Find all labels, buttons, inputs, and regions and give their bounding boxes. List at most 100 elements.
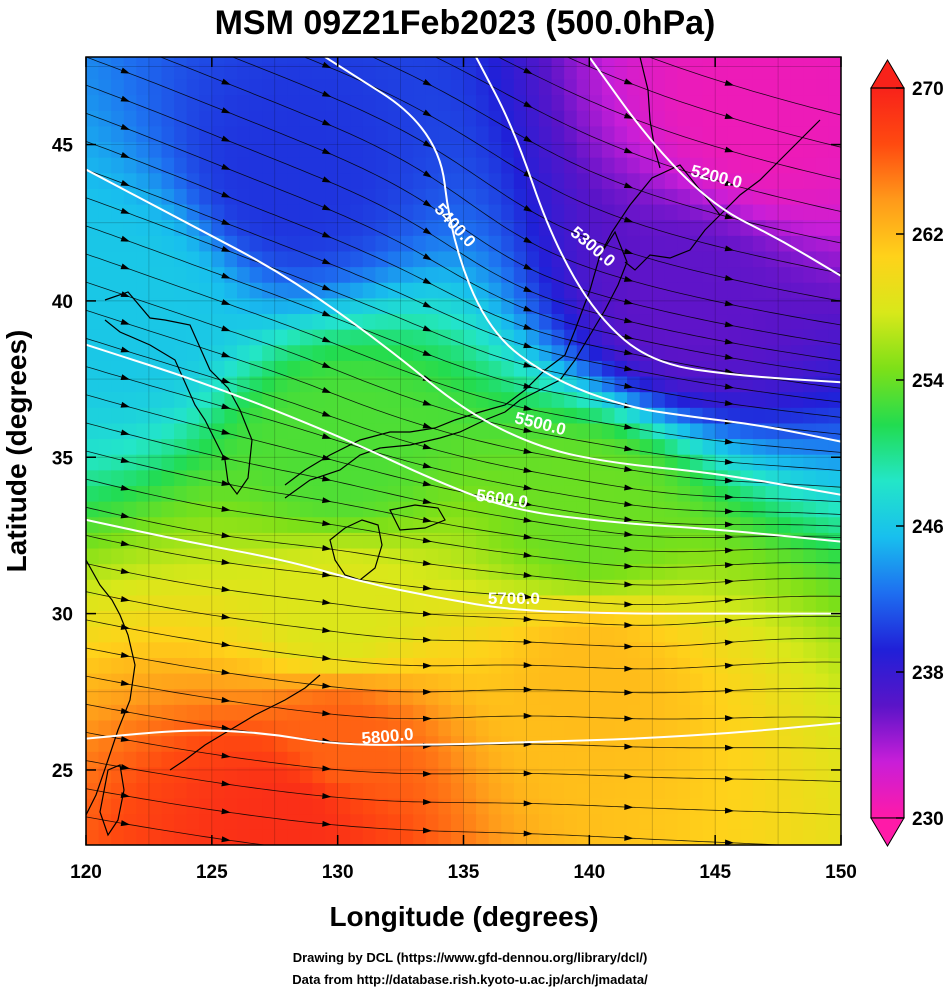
field-cell (526, 719, 540, 737)
field-cell (815, 563, 830, 580)
field-cell (790, 657, 804, 674)
field-cell (539, 532, 553, 549)
field-cell (589, 157, 603, 174)
field-cell (790, 673, 804, 690)
field-cell (123, 282, 137, 299)
wind-arrowhead (321, 258, 332, 265)
field-cell (463, 360, 477, 377)
field-cell (765, 57, 779, 64)
wind-arrowhead (422, 480, 433, 487)
wind-arrowhead (422, 422, 433, 429)
wind-arrowhead (221, 505, 231, 512)
field-cell (627, 266, 641, 283)
field-cell (803, 110, 817, 127)
field-cell (375, 407, 389, 424)
field-cell (526, 141, 540, 158)
field-cell (564, 688, 578, 705)
wind-arrowhead (623, 78, 634, 85)
field-cell (161, 94, 175, 111)
field-cell (161, 469, 175, 486)
field-cell (224, 172, 238, 189)
field-cell (375, 813, 389, 830)
field-cell (463, 751, 477, 768)
field-cell (639, 375, 653, 393)
field-cell (790, 704, 804, 721)
field-cell (450, 391, 465, 408)
field-cell (312, 78, 326, 96)
wind-arrowhead (724, 338, 735, 345)
field-cell (211, 110, 226, 127)
field-cell (828, 829, 841, 845)
field-cell (262, 547, 276, 565)
contour-label: 5700.0 (488, 589, 540, 608)
field-cell (740, 375, 754, 393)
field-cell (287, 438, 301, 455)
field-cell (828, 203, 841, 221)
field-cell (211, 766, 226, 784)
field-cell (539, 235, 553, 252)
field-cell (488, 782, 502, 799)
field-cell (526, 735, 540, 752)
field-cell (501, 235, 515, 252)
field-cell (123, 391, 137, 408)
field-cell (148, 798, 163, 815)
field-cell (790, 813, 804, 830)
field-cell (702, 266, 716, 283)
field-cell (111, 547, 125, 565)
wind-arrowhead (120, 235, 131, 242)
field-cell (98, 235, 112, 252)
field-cell (476, 297, 490, 315)
field-cell (513, 735, 528, 752)
wind-arrowhead (422, 516, 433, 523)
field-cell (388, 829, 402, 845)
field-cell (790, 735, 804, 752)
field-cell (790, 469, 804, 486)
field-cell (350, 235, 364, 252)
wind-arrowhead (221, 696, 231, 703)
field-cell (86, 673, 100, 690)
field-cell (589, 579, 603, 596)
field-cell (639, 297, 653, 315)
field-cell (299, 594, 314, 612)
field-cell (262, 751, 276, 768)
field-cell (601, 704, 616, 721)
field-cell (450, 501, 465, 518)
field-cell (438, 407, 452, 424)
field-cell (224, 63, 238, 80)
field-cell (186, 766, 200, 784)
field-cell (488, 141, 502, 158)
wind-arrowhead (422, 462, 433, 469)
field-cell (400, 688, 414, 705)
field-cell (287, 673, 301, 690)
field-cell (677, 141, 691, 158)
wind-arrowhead (523, 484, 533, 491)
field-cell (400, 719, 414, 737)
field-cell (539, 407, 553, 424)
field-cell (513, 782, 528, 799)
field-cell (337, 250, 351, 268)
field-cell (325, 407, 339, 424)
field-cell (501, 485, 515, 502)
field-cell (111, 375, 125, 393)
field-cell (287, 110, 301, 127)
field-cell (362, 798, 377, 815)
field-cell (98, 782, 112, 799)
field-cell (274, 188, 288, 205)
field-cell (425, 626, 439, 643)
field-cell (539, 94, 553, 111)
field-cell (388, 266, 402, 283)
field-cell (148, 282, 163, 299)
field-cell (752, 344, 767, 361)
field-cell (86, 735, 100, 752)
field-cell (677, 422, 691, 440)
field-cell (526, 157, 540, 174)
field-cell (299, 250, 314, 268)
field-cell (815, 422, 830, 440)
field-cell (186, 688, 200, 705)
field-cell (601, 282, 616, 299)
field-cell (299, 626, 314, 643)
field-cell (350, 454, 364, 471)
field-cell (86, 751, 100, 768)
field-cell (337, 485, 351, 502)
wind-arrowhead (725, 966, 734, 972)
